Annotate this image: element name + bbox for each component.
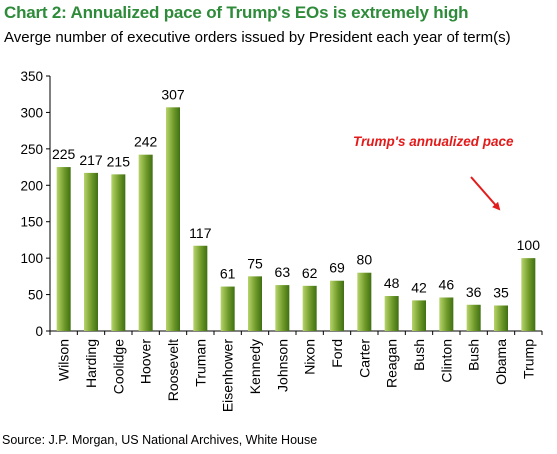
bar-hoover <box>138 154 153 331</box>
data-label: 48 <box>384 275 400 291</box>
data-label: 63 <box>275 264 291 280</box>
bar-carter <box>357 272 372 331</box>
bar-eisenhower <box>220 286 235 331</box>
source-note: Source: J.P. Morgan, US National Archive… <box>2 433 318 447</box>
bar-trump <box>521 258 536 331</box>
category-label: Carter <box>356 339 372 378</box>
chart-title: Chart 2: Annualized pace of Trump's EOs … <box>4 3 469 22</box>
bar-bush <box>466 304 481 331</box>
bar-johnson <box>275 285 290 331</box>
data-label: 100 <box>517 237 541 253</box>
category-label: Trump <box>520 339 536 379</box>
annotation-arrow <box>470 176 501 211</box>
bar-ford <box>330 280 344 331</box>
category-label: Eisenhower <box>220 339 236 412</box>
category-label: Bush <box>466 339 482 371</box>
category-label: Truman <box>192 339 208 387</box>
y-tick-label: 50 <box>28 288 43 303</box>
data-label: 242 <box>134 134 158 150</box>
y-tick-label: 250 <box>20 142 43 157</box>
y-tick-label: 350 <box>20 69 43 84</box>
bar-bush <box>412 300 426 331</box>
category-label: Wilson <box>56 339 72 381</box>
category-label: Hoover <box>138 339 154 384</box>
category-label: Harding <box>83 339 99 388</box>
category-label: Kennedy <box>247 339 263 394</box>
bar-nixon <box>302 285 317 331</box>
y-tick-label: 0 <box>35 324 43 339</box>
category-label: Obama <box>493 339 509 385</box>
data-label: 307 <box>161 86 185 102</box>
category-label: Johnson <box>274 339 290 392</box>
bar-coolidge <box>111 174 126 331</box>
data-label: 35 <box>493 285 509 301</box>
bar-roosevelt <box>166 107 180 331</box>
bar-kennedy <box>248 276 262 331</box>
data-label: 215 <box>107 153 131 169</box>
category-label: Roosevelt <box>165 339 181 401</box>
bar-truman <box>193 245 208 331</box>
bar-harding <box>84 172 98 331</box>
data-label: 61 <box>220 266 236 282</box>
data-label: 217 <box>79 152 103 168</box>
data-label: 75 <box>247 255 263 271</box>
category-label: Clinton <box>438 339 454 383</box>
data-label: 225 <box>52 146 76 162</box>
category-label: Ford <box>329 339 345 368</box>
y-tick-label: 150 <box>20 215 43 230</box>
bar-clinton <box>439 297 454 331</box>
chart-subtitle: Averge number of executive orders issued… <box>4 29 511 46</box>
bar-obama <box>494 305 508 331</box>
annotation-text: Trump's annualized pace <box>353 134 514 149</box>
y-tick-label: 300 <box>20 105 43 120</box>
y-tick-label: 200 <box>20 178 43 193</box>
data-label: 46 <box>439 276 455 292</box>
category-label: Nixon <box>302 339 318 375</box>
category-label: Reagan <box>384 339 400 388</box>
data-label: 36 <box>466 284 482 300</box>
y-tick-label: 100 <box>20 251 43 266</box>
bar-reagan <box>384 296 399 331</box>
data-label: 80 <box>357 252 373 268</box>
bar-wilson <box>56 167 71 331</box>
data-label: 117 <box>189 225 212 241</box>
category-label: Bush <box>411 339 427 371</box>
data-label: 69 <box>329 260 345 276</box>
data-label: 42 <box>411 279 427 295</box>
data-label: 62 <box>302 265 318 281</box>
category-label: Coolidge <box>110 339 126 394</box>
